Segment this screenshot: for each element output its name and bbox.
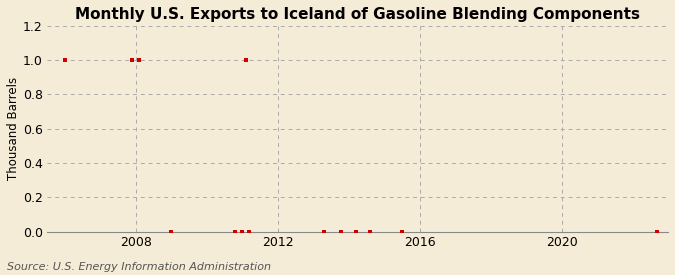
Text: Source: U.S. Energy Information Administration: Source: U.S. Energy Information Administ… <box>7 262 271 272</box>
Title: Monthly U.S. Exports to Iceland of Gasoline Blending Components: Monthly U.S. Exports to Iceland of Gasol… <box>75 7 640 22</box>
Y-axis label: Thousand Barrels: Thousand Barrels <box>7 77 20 180</box>
